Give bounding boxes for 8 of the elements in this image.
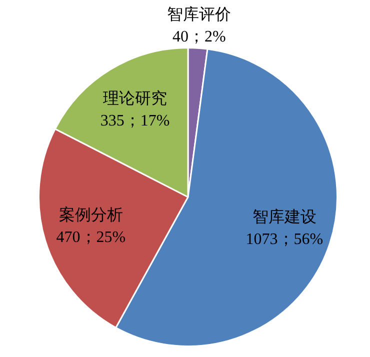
data-label: 470；25%	[56, 228, 126, 246]
data-label: 1073；56%	[246, 230, 324, 248]
slice-label: 智库评价	[167, 5, 232, 24]
slice-label: 案例分析	[58, 206, 123, 224]
data-label: 335；17%	[100, 112, 170, 130]
slice-label: 理论研究	[103, 90, 168, 108]
data-label: 40；2%	[172, 28, 226, 46]
slice-label: 智库建设	[252, 208, 316, 226]
